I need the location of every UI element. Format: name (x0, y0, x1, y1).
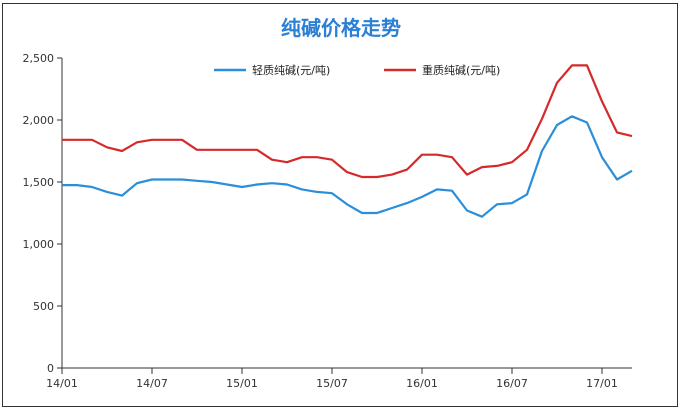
y-tick-label: 2,500 (23, 52, 55, 65)
legend-label-2: 重质纯碱(元/吨) (422, 63, 500, 77)
x-tick-label: 14/07 (136, 377, 168, 390)
x-tick-label: 16/01 (406, 377, 438, 390)
x-tick-label: 17/01 (586, 377, 618, 390)
x-tick-label: 14/01 (46, 377, 78, 390)
series-line-2 (62, 64, 633, 179)
x-tick-label: 15/07 (316, 377, 348, 390)
y-tick-label: 1,500 (23, 176, 55, 189)
y-tick-label: 2,000 (23, 114, 55, 127)
series-line-1 (62, 115, 633, 218)
chart-title: 纯碱价格走势 (281, 16, 401, 40)
y-tick-label: 500 (33, 300, 54, 313)
legend-label-1: 轻质纯碱(元/吨) (252, 63, 330, 77)
y-tick-label: 1,000 (23, 238, 55, 251)
y-tick-label: 0 (47, 362, 54, 375)
x-tick-label: 16/07 (496, 377, 528, 390)
chart-frame (2, 3, 678, 407)
x-tick-label: 15/01 (226, 377, 258, 390)
